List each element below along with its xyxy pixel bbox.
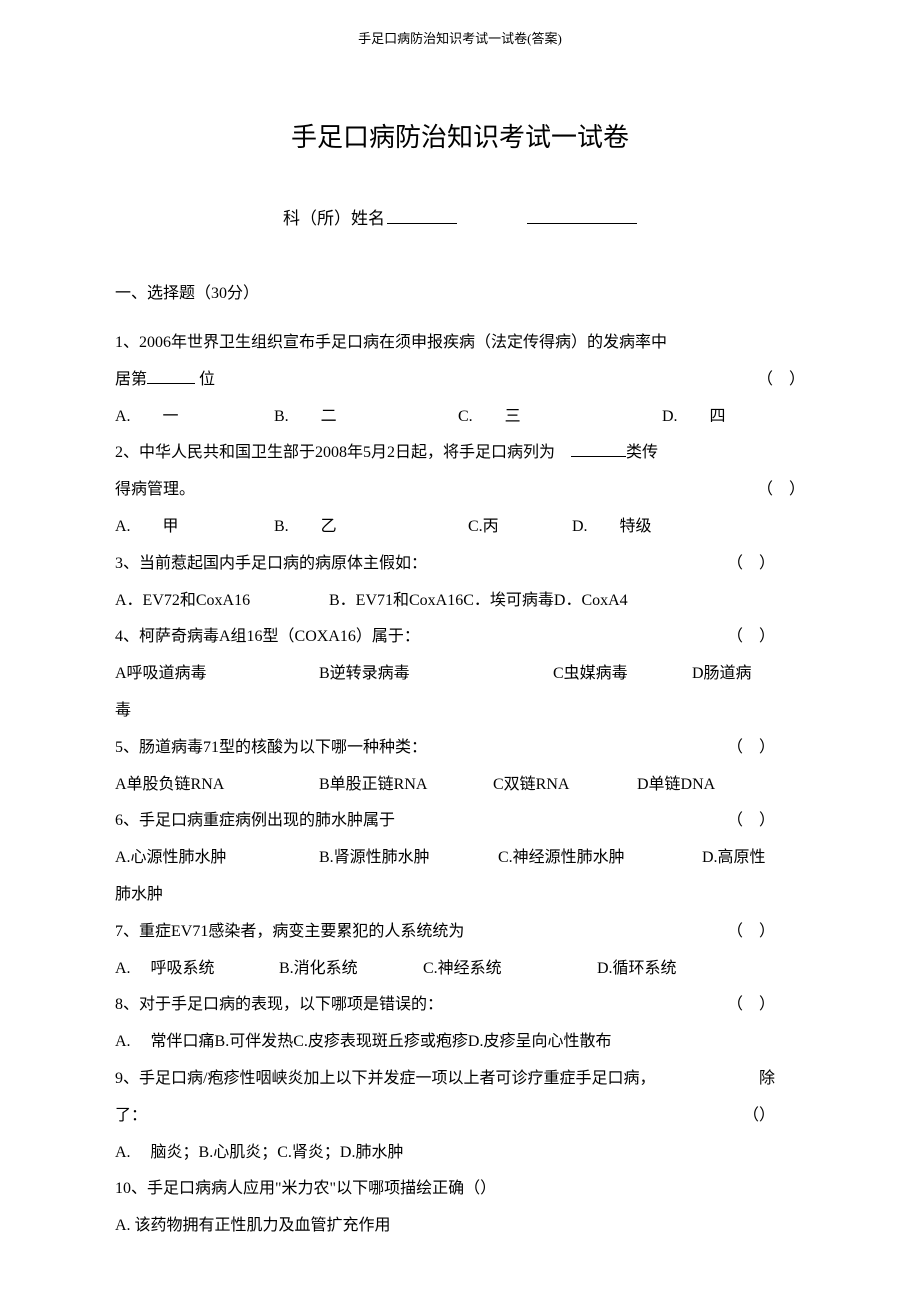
q1-options: A. 一 B. 二 C. 三 D. 四	[115, 399, 805, 436]
q7-opt-c: C.神经系统	[423, 951, 593, 988]
q3-opt-b: B．EV71和CoxA16C．埃可病毒D．CoxA4	[329, 583, 628, 620]
name-prefix: 科（所）姓名	[283, 209, 385, 228]
q6-opt-a: A.心源性肺水肿	[115, 840, 315, 877]
question-3: 3、当前惹起国内手足口病的病原体主假如： （ ） A．EV72和CoxA16 B…	[115, 546, 805, 620]
question-6: 6、手足口病重症病例出现的肺水肿属于 （ ） A.心源性肺水肿 B.肾源性肺水肿…	[115, 803, 805, 913]
q2-line1-prefix: 2、中华人民共和国卫生部于2008年5月2日起，将手足口病列为	[115, 444, 571, 461]
question-8: 8、对于手足口病的表现，以下哪项是错误的： （ ） A. 常伴口痛B.可伴发热C…	[115, 987, 805, 1061]
q8-paren: （ ）	[727, 987, 775, 1024]
q6-opt-d2: 肺水肿	[115, 877, 805, 914]
q8-text: 8、对于手足口病的表现，以下哪项是错误的：	[115, 987, 707, 1024]
q2-line2: 得病管理。	[115, 472, 737, 509]
q7-paren: （ ）	[727, 914, 775, 951]
q1-line2-prefix: 居第	[115, 371, 147, 388]
question-7: 7、重症EV71感染者，病变主要累犯的人系统统为 （ ） A. 呼吸系统 B.消…	[115, 914, 805, 988]
q1-line2-suffix: 位	[195, 371, 215, 388]
q7-options: A. 呼吸系统 B.消化系统 C.神经系统 D.循环系统	[115, 951, 805, 988]
q6-opt-d: D.高原性	[702, 840, 766, 877]
q1-line1: 1、2006年世界卫生组织宣布手足口病在须申报疾病（法定传得病）的发病率中	[115, 325, 805, 362]
q5-opt-b: B单股正链RNA	[319, 767, 489, 804]
q2-paren: （ ）	[757, 472, 805, 509]
q8-options: A. 常伴口痛B.可伴发热C.皮疹表现斑丘疹或疱疹D.皮疹呈向心性散布	[115, 1024, 805, 1061]
q2-options: A. 甲 B. 乙 C.丙 D. 特级	[115, 509, 805, 546]
q1-opt-b: B. 二	[274, 399, 454, 436]
q9-line2: 了：	[115, 1098, 723, 1135]
question-2: 2、中华人民共和国卫生部于2008年5月2日起，将手足口病列为 类传 得病管理。…	[115, 435, 805, 545]
q1-blank	[147, 383, 195, 384]
q6-options: A.心源性肺水肿 B.肾源性肺水肿 C.神经源性肺水肿 D.高原性	[115, 840, 805, 877]
q4-opt-d: D肠道病	[692, 656, 752, 693]
q7-opt-b: B.消化系统	[279, 951, 419, 988]
q1-opt-a: A. 一	[115, 399, 270, 436]
name-line: 科（所）姓名	[115, 204, 805, 229]
q6-text: 6、手足口病重症病例出现的肺水肿属于	[115, 803, 707, 840]
q2-opt-a: A. 甲	[115, 509, 270, 546]
q5-opt-d: D单链DNA	[637, 767, 715, 804]
q1-line2: 居第 位	[115, 362, 737, 399]
q4-opt-d2: 毒	[115, 693, 805, 730]
page-header: 手足口病防治知识考试一试卷(答案)	[115, 28, 805, 47]
q1-opt-c: C. 三	[458, 399, 658, 436]
q5-opt-c: C双链RNA	[493, 767, 633, 804]
q5-paren: （ ）	[727, 730, 775, 767]
q5-text: 5、肠道病毒71型的核酸为以下哪一种种类：	[115, 730, 707, 767]
q10-text: 10、手足口病病人应用"米力农"以下哪项描绘正确（）	[115, 1171, 805, 1208]
q2-line1: 2、中华人民共和国卫生部于2008年5月2日起，将手足口病列为 类传	[115, 435, 805, 472]
q4-paren: （ ）	[727, 619, 775, 656]
q5-opt-a: A单股负链RNA	[115, 767, 315, 804]
q6-opt-c: C.神经源性肺水肿	[498, 840, 698, 877]
q4-opt-a: A呼吸道病毒	[115, 656, 315, 693]
question-4: 4、柯萨奇病毒A组16型（COXA16）属于： （ ） A呼吸道病毒 B逆转录病…	[115, 619, 805, 729]
q4-opt-b: B逆转录病毒	[319, 656, 549, 693]
q4-options: A呼吸道病毒 B逆转录病毒 C虫媒病毒 D肠道病	[115, 656, 805, 693]
q5-options: A单股负链RNA B单股正链RNA C双链RNA D单链DNA	[115, 767, 805, 804]
q3-opt-a: A．EV72和CoxA16	[115, 583, 325, 620]
q2-blank	[571, 456, 626, 457]
q7-text: 7、重症EV71感染者，病变主要累犯的人系统统为	[115, 914, 707, 951]
q1-paren: （ ）	[757, 362, 805, 399]
q2-opt-d: D. 特级	[572, 509, 652, 546]
q2-opt-b: B. 乙	[274, 509, 464, 546]
q1-opt-d: D. 四	[662, 399, 726, 436]
q9-options: A. 脑炎；B.心肌炎；C.肾炎；D.肺水肿	[115, 1135, 805, 1172]
q2-line1-suffix: 类传	[626, 444, 658, 461]
q4-text: 4、柯萨奇病毒A组16型（COXA16）属于：	[115, 619, 707, 656]
question-1: 1、2006年世界卫生组织宣布手足口病在须申报疾病（法定传得病）的发病率中 居第…	[115, 325, 805, 435]
q7-opt-d: D.循环系统	[597, 951, 677, 988]
q10-opt-a: A. 该药物拥有正性肌力及血管扩充作用	[115, 1208, 805, 1245]
name-blank-1	[387, 223, 457, 224]
q3-text: 3、当前惹起国内手足口病的病原体主假如：	[115, 546, 707, 583]
name-blank-2	[527, 223, 637, 224]
question-10: 10、手足口病病人应用"米力农"以下哪项描绘正确（） A. 该药物拥有正性肌力及…	[115, 1171, 805, 1245]
question-9: 9、手足口病/疱疹性咽峡炎加上以下并发症一项以上者可诊疗重症手足口病， 除 了：…	[115, 1061, 805, 1171]
q9-line1-suffix: 除	[759, 1061, 775, 1098]
q9-paren: （）	[743, 1098, 775, 1135]
q6-opt-b: B.肾源性肺水肿	[319, 840, 494, 877]
q3-paren: （ ）	[727, 546, 775, 583]
exam-title: 手足口病防治知识考试一试卷	[115, 117, 805, 154]
q7-opt-a: A. 呼吸系统	[115, 951, 275, 988]
q2-opt-c: C.丙	[468, 509, 568, 546]
q6-paren: （ ）	[727, 803, 775, 840]
q9-line1: 9、手足口病/疱疹性咽峡炎加上以下并发症一项以上者可诊疗重症手足口病，	[115, 1061, 739, 1098]
q3-options: A．EV72和CoxA16 B．EV71和CoxA16C．埃可病毒D．CoxA4	[115, 583, 805, 620]
question-5: 5、肠道病毒71型的核酸为以下哪一种种类： （ ） A单股负链RNA B单股正链…	[115, 730, 805, 804]
q4-opt-c: C虫媒病毒	[553, 656, 688, 693]
section-title: 一、选择题（30分）	[115, 279, 805, 303]
